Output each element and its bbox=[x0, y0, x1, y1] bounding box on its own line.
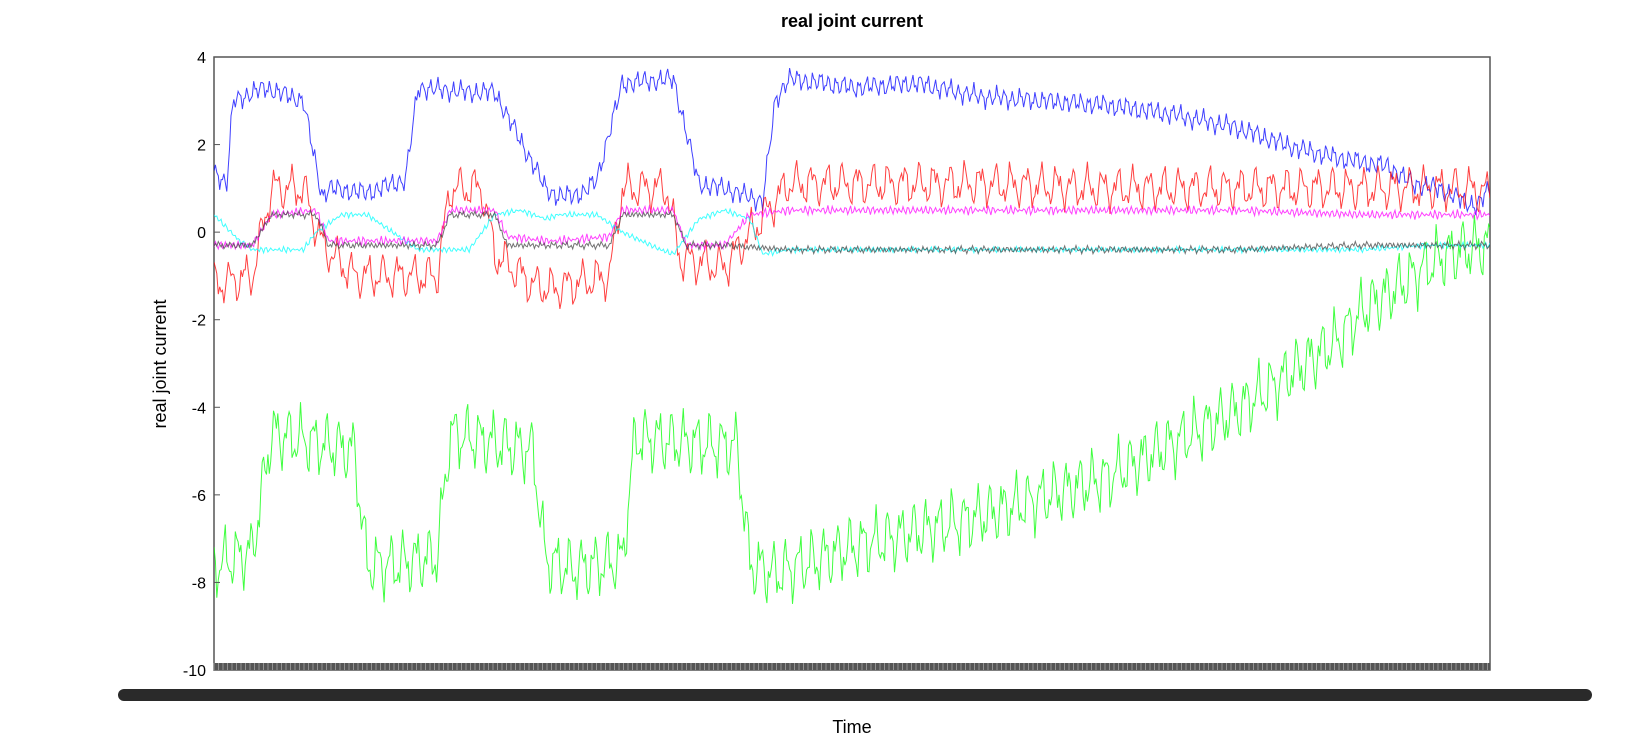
y-axis: -10 -8 -6 -4 -2 0 2 4 bbox=[183, 50, 220, 680]
y-tick-label: 4 bbox=[197, 50, 206, 67]
series-line bbox=[214, 214, 1490, 604]
x-axis-ticks bbox=[213, 663, 1490, 670]
x-axis-label: Time bbox=[832, 717, 871, 737]
y-tick-label: -10 bbox=[183, 663, 206, 680]
series-line bbox=[214, 68, 1490, 216]
series-line bbox=[214, 160, 1490, 309]
y-axis-label: real joint current bbox=[150, 299, 170, 428]
y-tick-label: -6 bbox=[192, 488, 206, 505]
y-tick-label: 2 bbox=[197, 138, 206, 155]
series-line bbox=[214, 208, 1490, 256]
y-tick-label: -4 bbox=[192, 400, 206, 417]
chart-title: real joint current bbox=[781, 11, 923, 31]
series-line bbox=[214, 204, 1490, 252]
series-layer bbox=[214, 68, 1490, 604]
y-tick-label: 0 bbox=[197, 225, 206, 242]
y-tick-label: -2 bbox=[192, 313, 206, 330]
x-tick-band bbox=[214, 663, 1490, 670]
plot-frame bbox=[213, 56, 1491, 671]
x-axis-scrollbar[interactable] bbox=[118, 689, 1592, 701]
y-tick-label: -8 bbox=[192, 575, 206, 592]
